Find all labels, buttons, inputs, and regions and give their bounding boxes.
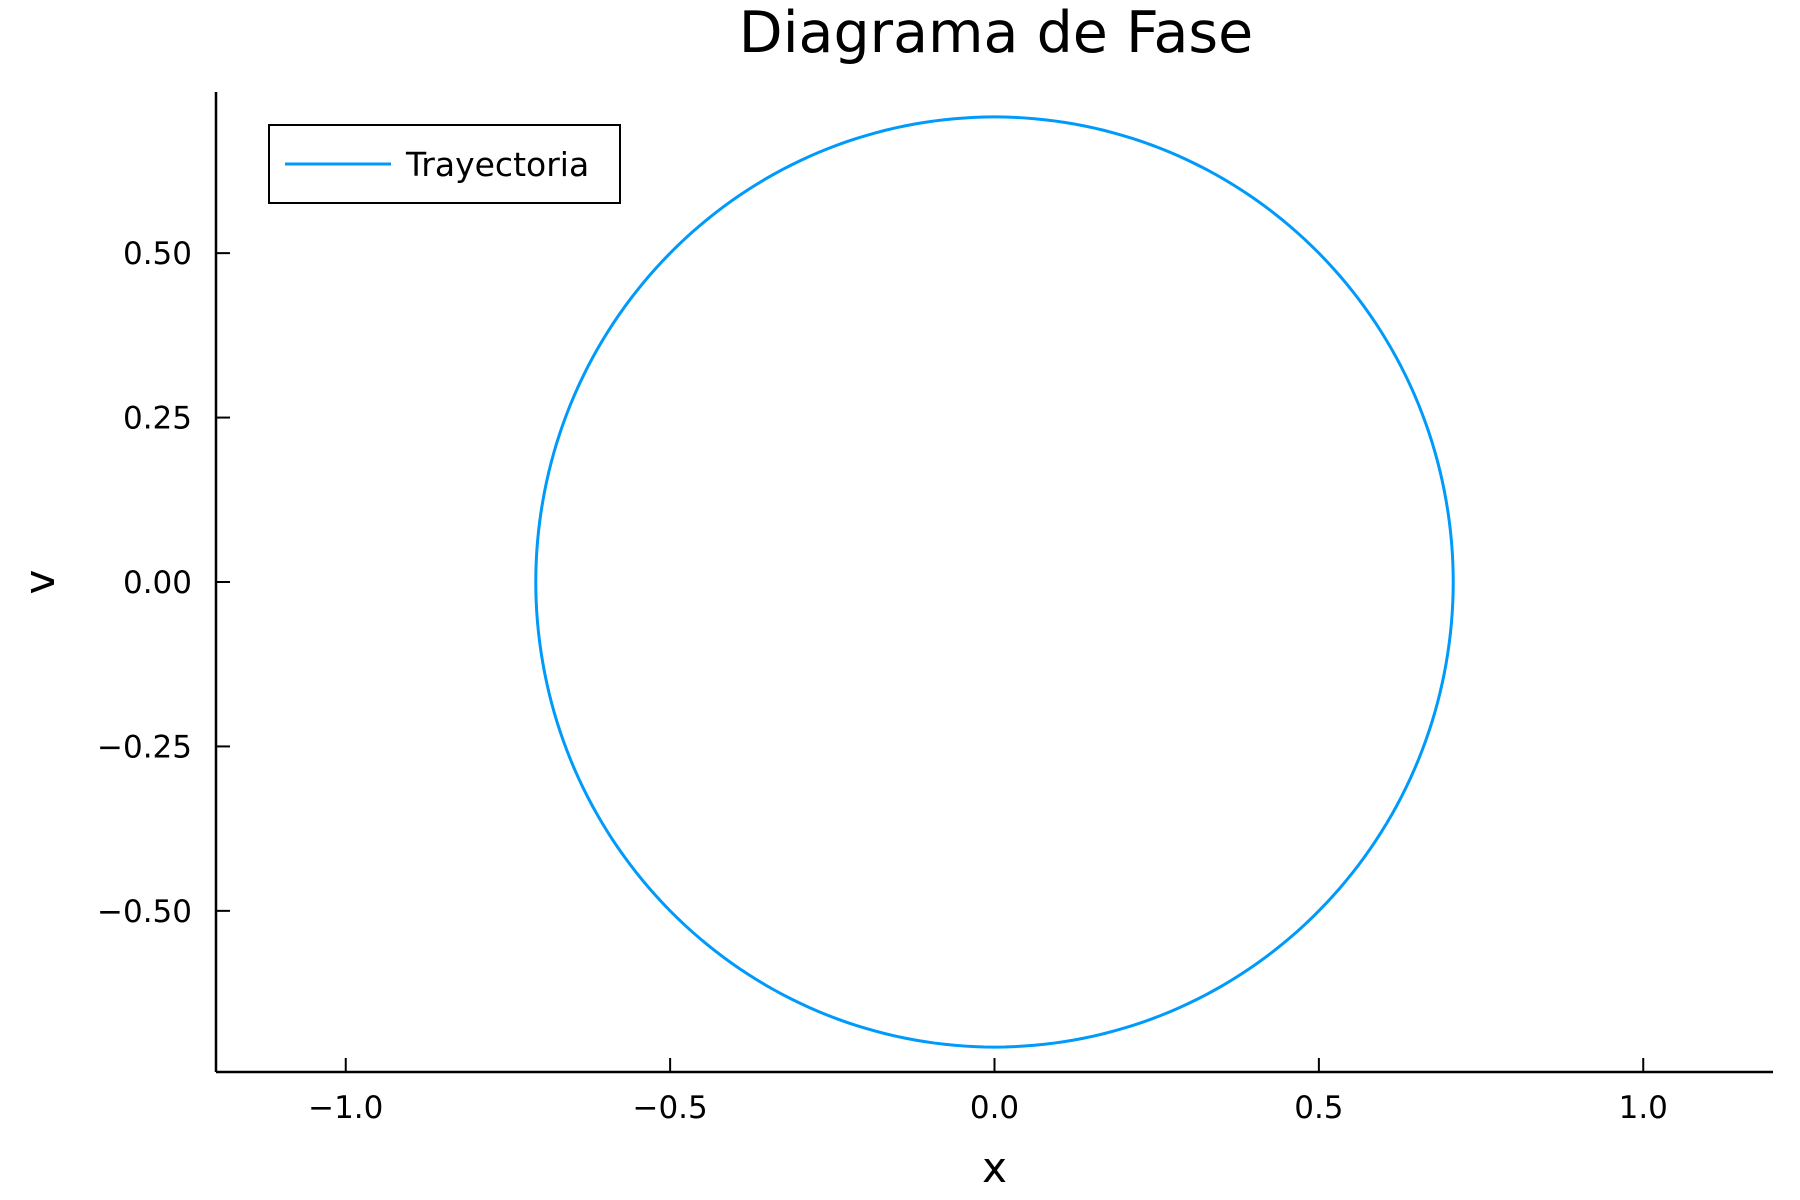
y-tick-label: 0.25 (123, 401, 192, 437)
x-tick-label: 1.0 (1619, 1090, 1668, 1126)
y-tick-label: −0.25 (97, 729, 192, 765)
y-axis-label: v (15, 570, 64, 595)
y-tick-label: −0.50 (97, 894, 192, 930)
chart-title: Diagrama de Fase (739, 0, 1253, 66)
y-ticks: −0.50 −0.25 0.00 0.25 0.50 (97, 236, 230, 930)
x-tick-label: 0.0 (970, 1090, 1019, 1126)
x-tick-label: 0.5 (1294, 1090, 1343, 1126)
y-tick-label: 0.50 (123, 236, 192, 272)
x-axis-label: x (982, 1143, 1007, 1192)
series-line-trayectoria (534, 115, 1455, 1049)
x-tick-label: −1.0 (308, 1090, 383, 1126)
x-ticks: −1.0 −0.5 0.0 0.5 1.0 (308, 1058, 1668, 1126)
x-tick-label: −0.5 (632, 1090, 707, 1126)
legend-label-trayectoria: Trayectoria (405, 145, 589, 184)
axes (214, 92, 1773, 1074)
plot-series (534, 115, 1455, 1049)
legend: Trayectoria (268, 124, 621, 204)
y-tick-label: 0.00 (123, 565, 192, 601)
